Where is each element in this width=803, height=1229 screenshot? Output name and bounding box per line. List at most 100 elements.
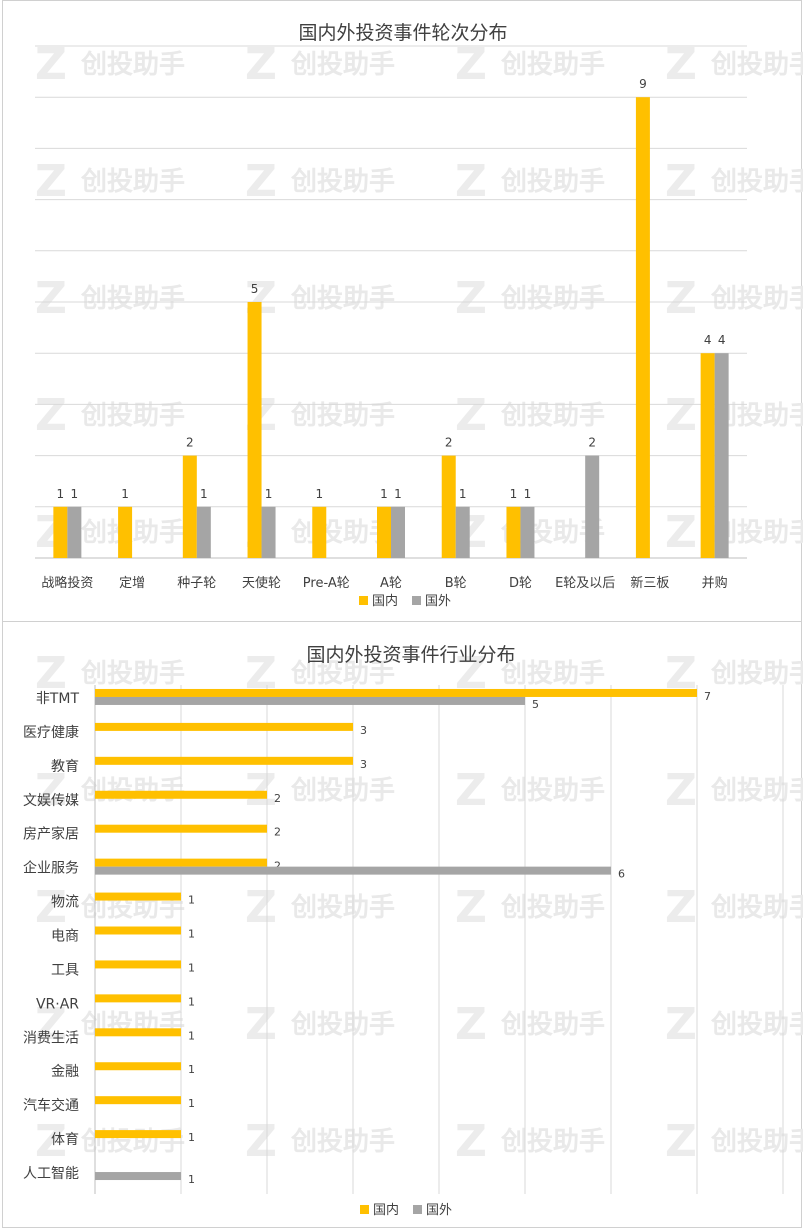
data-label: 1 [200, 487, 208, 501]
watermark-z-mark: Z [455, 765, 487, 816]
data-label: 1 [188, 894, 195, 907]
watermark-text: 创投助手 [500, 776, 605, 806]
legend-label: 国外 [426, 1203, 452, 1218]
bar-domestic [95, 756, 353, 765]
watermark-z-mark: Z [455, 39, 487, 90]
watermark-z-mark: Z [35, 999, 67, 1050]
bar-domestic [247, 302, 262, 558]
watermark-z-mark: Z [455, 1116, 487, 1167]
watermark-z-mark: Z [665, 882, 697, 933]
watermark-z-mark: Z [665, 390, 697, 441]
watermark-text: 创投助手 [290, 50, 395, 80]
watermark-z-mark: Z [245, 156, 277, 207]
data-label: 1 [188, 1131, 195, 1144]
data-label: 2 [274, 860, 281, 873]
y-tick-label: 金融 [51, 1064, 79, 1080]
watermark-text: 创投助手 [500, 284, 605, 314]
data-label: 1 [524, 487, 532, 501]
watermark-z-mark: Z [665, 39, 697, 90]
watermark-text: 创投助手 [290, 401, 395, 431]
bar-foreign [391, 506, 405, 558]
data-label: 1 [121, 487, 129, 501]
watermark-z-mark: Z [35, 882, 67, 933]
x-tick-label: 战略投资 [41, 575, 93, 591]
bar-domestic [441, 455, 456, 558]
data-label: 5 [532, 698, 539, 711]
data-label: 4 [718, 333, 726, 347]
legend-swatch [413, 1205, 422, 1214]
bar-foreign [95, 696, 525, 705]
industry-distribution-chart: Z 创投助手 Z 创投助手 Z 创投助手 Z 创投助手 Z 创投助手 Z 创投助手 Z 创投助手 Z 创投助手… [23, 644, 803, 1218]
watermark-text: 创投助手 [710, 893, 803, 923]
y-tick-label: 人工智能 [23, 1166, 79, 1182]
watermark-z-mark: Z [455, 882, 487, 933]
y-tick-label: 体育 [51, 1132, 79, 1148]
data-label: 1 [510, 487, 518, 501]
bar-foreign [95, 866, 611, 875]
data-label: 1 [188, 1029, 195, 1042]
bar-domestic [95, 1096, 181, 1105]
data-label: 1 [188, 1063, 195, 1076]
chart-title: 国内外投资事件轮次分布 [298, 22, 507, 44]
round-distribution-chart: Z 创投助手 Z 创投助手 Z 创投助手 Z 创投助手 Z 创投助手 Z 创投助手 Z 创投助手 Z 创投助手… [35, 22, 803, 609]
watermark-text: 创投助手 [710, 1127, 803, 1157]
bar-domestic [95, 824, 267, 833]
data-label: 9 [639, 77, 647, 91]
x-tick-label: D轮 [509, 576, 532, 591]
data-label: 1 [394, 487, 402, 501]
watermark-text: 创投助手 [500, 1010, 605, 1040]
bar-domestic [506, 506, 521, 558]
legend-label: 国外 [425, 594, 451, 609]
watermark-text: 创投助手 [500, 50, 605, 80]
bar-domestic [95, 858, 267, 867]
bar-foreign [261, 506, 276, 558]
bar-domestic [95, 994, 181, 1003]
watermark-z-mark: Z [455, 156, 487, 207]
y-tick-label: 文娱传媒 [23, 793, 79, 809]
bar-foreign [714, 353, 729, 558]
watermark-text: 创投助手 [500, 659, 605, 689]
bar-domestic [95, 1028, 181, 1037]
y-tick-label: 医疗健康 [23, 724, 79, 741]
y-tick-label: 电商 [51, 929, 79, 945]
legend-swatch [359, 596, 368, 605]
watermark-text: 创投助手 [290, 284, 395, 314]
y-tick-label: 教育 [51, 759, 79, 775]
bar-foreign [67, 506, 82, 558]
bar-domestic [312, 506, 327, 558]
watermark-z-mark: Z [665, 765, 697, 816]
data-label: 1 [380, 487, 388, 501]
bar-domestic [377, 506, 391, 558]
watermark-z-mark: Z [245, 1116, 277, 1167]
watermark-text: 创投助手 [710, 167, 803, 197]
y-tick-label: 工具 [51, 962, 79, 978]
watermark-z-mark: Z [455, 999, 487, 1050]
watermark-z-mark: Z [35, 390, 67, 441]
watermark-text: 创投助手 [290, 1127, 395, 1157]
bar-foreign [520, 506, 535, 558]
bar-domestic [635, 97, 650, 558]
watermark-z-mark: Z [665, 1116, 697, 1167]
watermark-z-mark: Z [665, 507, 697, 558]
bar-foreign [455, 506, 470, 558]
watermark-text: 创投助手 [290, 1010, 395, 1040]
watermark-z-mark: Z [35, 39, 67, 90]
watermark-text: 创投助手 [290, 776, 395, 806]
watermark-text: 创投助手 [710, 776, 803, 806]
data-label: 5 [251, 282, 259, 296]
watermark-text: 创投助手 [290, 893, 395, 923]
legend-label: 国内 [372, 593, 398, 609]
data-label: 1 [188, 961, 195, 974]
data-label: 2 [588, 436, 596, 450]
watermark-z-mark: Z [455, 390, 487, 441]
bar-foreign [585, 455, 600, 558]
bar-domestic [95, 790, 267, 799]
data-label: 1 [188, 1097, 195, 1110]
watermark-text: 创投助手 [500, 1127, 605, 1157]
watermark-text: 创投助手 [710, 659, 803, 689]
watermark-z-mark: Z [245, 882, 277, 933]
x-tick-label: 定增 [119, 576, 145, 591]
data-label: 2 [445, 436, 453, 450]
y-tick-label: 非TMT [36, 691, 80, 707]
watermark-z-mark: Z [35, 765, 67, 816]
